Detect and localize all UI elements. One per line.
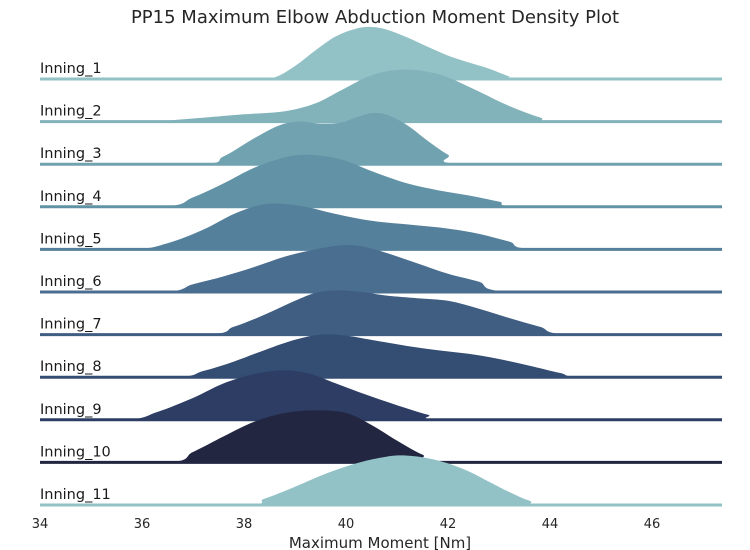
density-area bbox=[40, 410, 719, 464]
ridge-inning-3: Inning_3 bbox=[40, 112, 722, 166]
ridge-inning-4: Inning_4 bbox=[40, 154, 722, 209]
row-label: Inning_7 bbox=[40, 317, 102, 333]
ridge-inning-9: Inning_9 bbox=[40, 370, 722, 422]
row-label: Inning_10 bbox=[40, 444, 111, 460]
ridge-inning-5: Inning_5 bbox=[40, 203, 722, 251]
density-area bbox=[40, 290, 719, 336]
density-area bbox=[40, 203, 719, 250]
x-axis: 34 36 38 40 42 44 46 bbox=[32, 517, 661, 532]
row-label: Inning_5 bbox=[40, 231, 102, 247]
x-tick-label: 36 bbox=[134, 517, 151, 532]
x-tick-label: 46 bbox=[644, 517, 661, 532]
row-label: Inning_9 bbox=[40, 402, 102, 418]
x-tick-label: 40 bbox=[338, 517, 355, 532]
row-label: Inning_11 bbox=[40, 487, 111, 503]
row-label: Inning_1 bbox=[40, 61, 102, 77]
density-area bbox=[40, 334, 719, 378]
row-label: Inning_2 bbox=[40, 104, 102, 120]
x-tick-label: 38 bbox=[236, 517, 253, 532]
chart-title: PP15 Maximum Elbow Abduction Moment Dens… bbox=[130, 7, 620, 28]
x-tick-label: 42 bbox=[440, 517, 457, 532]
row-label: Inning_4 bbox=[40, 189, 102, 205]
x-tick-label: 44 bbox=[542, 517, 559, 532]
density-area bbox=[40, 370, 719, 421]
density-area bbox=[40, 112, 719, 165]
ridge-inning-6: Inning_6 bbox=[40, 244, 722, 294]
density-area bbox=[40, 244, 719, 293]
x-tick-label: 34 bbox=[32, 517, 49, 532]
x-axis-label: Maximum Moment [Nm] bbox=[289, 534, 471, 550]
ridge-inning-8: Inning_8 bbox=[40, 334, 722, 379]
density-area bbox=[40, 26, 719, 80]
row-label: Inning_6 bbox=[40, 274, 102, 290]
row-label: Inning_8 bbox=[40, 359, 102, 375]
ridge-inning-7: Inning_7 bbox=[40, 290, 722, 337]
ridges-group: Inning_1 Inning_2 Inning_3 Inning_4 Inning_5… bbox=[40, 26, 722, 507]
ridge-inning-1: Inning_1 bbox=[40, 26, 722, 81]
density-area bbox=[40, 455, 719, 506]
density-area bbox=[40, 69, 719, 122]
density-area bbox=[40, 154, 719, 208]
ridge-inning-11: Inning_11 bbox=[40, 455, 722, 507]
row-label: Inning_3 bbox=[40, 146, 102, 162]
